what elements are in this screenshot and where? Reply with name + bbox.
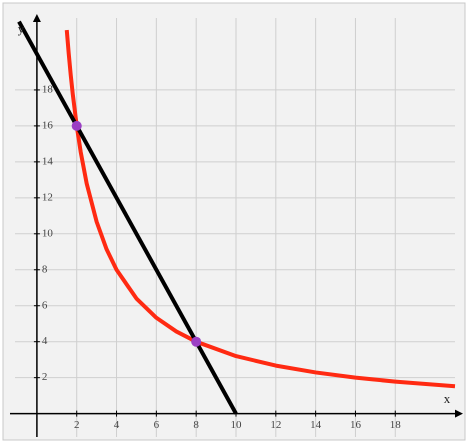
x-tick-label: 2 bbox=[74, 419, 80, 431]
line bbox=[64, 29, 456, 389]
y-tick-label: 12 bbox=[42, 191, 53, 203]
point bbox=[71, 120, 82, 131]
x-tick-label: 12 bbox=[270, 419, 281, 431]
x-tick-label: 14 bbox=[310, 419, 322, 431]
plot-background bbox=[2, 2, 466, 441]
y-axis-arrow bbox=[32, 14, 41, 22]
x-tick-label: 18 bbox=[390, 419, 402, 431]
y-tick-label: 10 bbox=[42, 227, 54, 239]
x-axis-label: x bbox=[444, 391, 451, 406]
y-tick-label: 2 bbox=[42, 371, 48, 383]
x-axis-arrow bbox=[455, 409, 463, 418]
x-tick-label: 4 bbox=[114, 419, 120, 431]
y-axis-label: y bbox=[18, 21, 25, 36]
y-tick-label: 18 bbox=[42, 83, 54, 95]
x-tick-label: 10 bbox=[230, 419, 242, 431]
y-tick-label: 14 bbox=[42, 155, 54, 167]
y-tick-label: 16 bbox=[42, 119, 54, 131]
y-tick-label: 8 bbox=[42, 263, 48, 275]
x-tick-label: 6 bbox=[154, 419, 160, 431]
x-tick-label: 8 bbox=[193, 419, 199, 431]
x-tick-label: 16 bbox=[350, 419, 362, 431]
line bbox=[17, 20, 238, 415]
y-tick-label: 4 bbox=[42, 335, 48, 347]
point bbox=[191, 336, 202, 347]
y-tick-label: 6 bbox=[42, 299, 48, 311]
